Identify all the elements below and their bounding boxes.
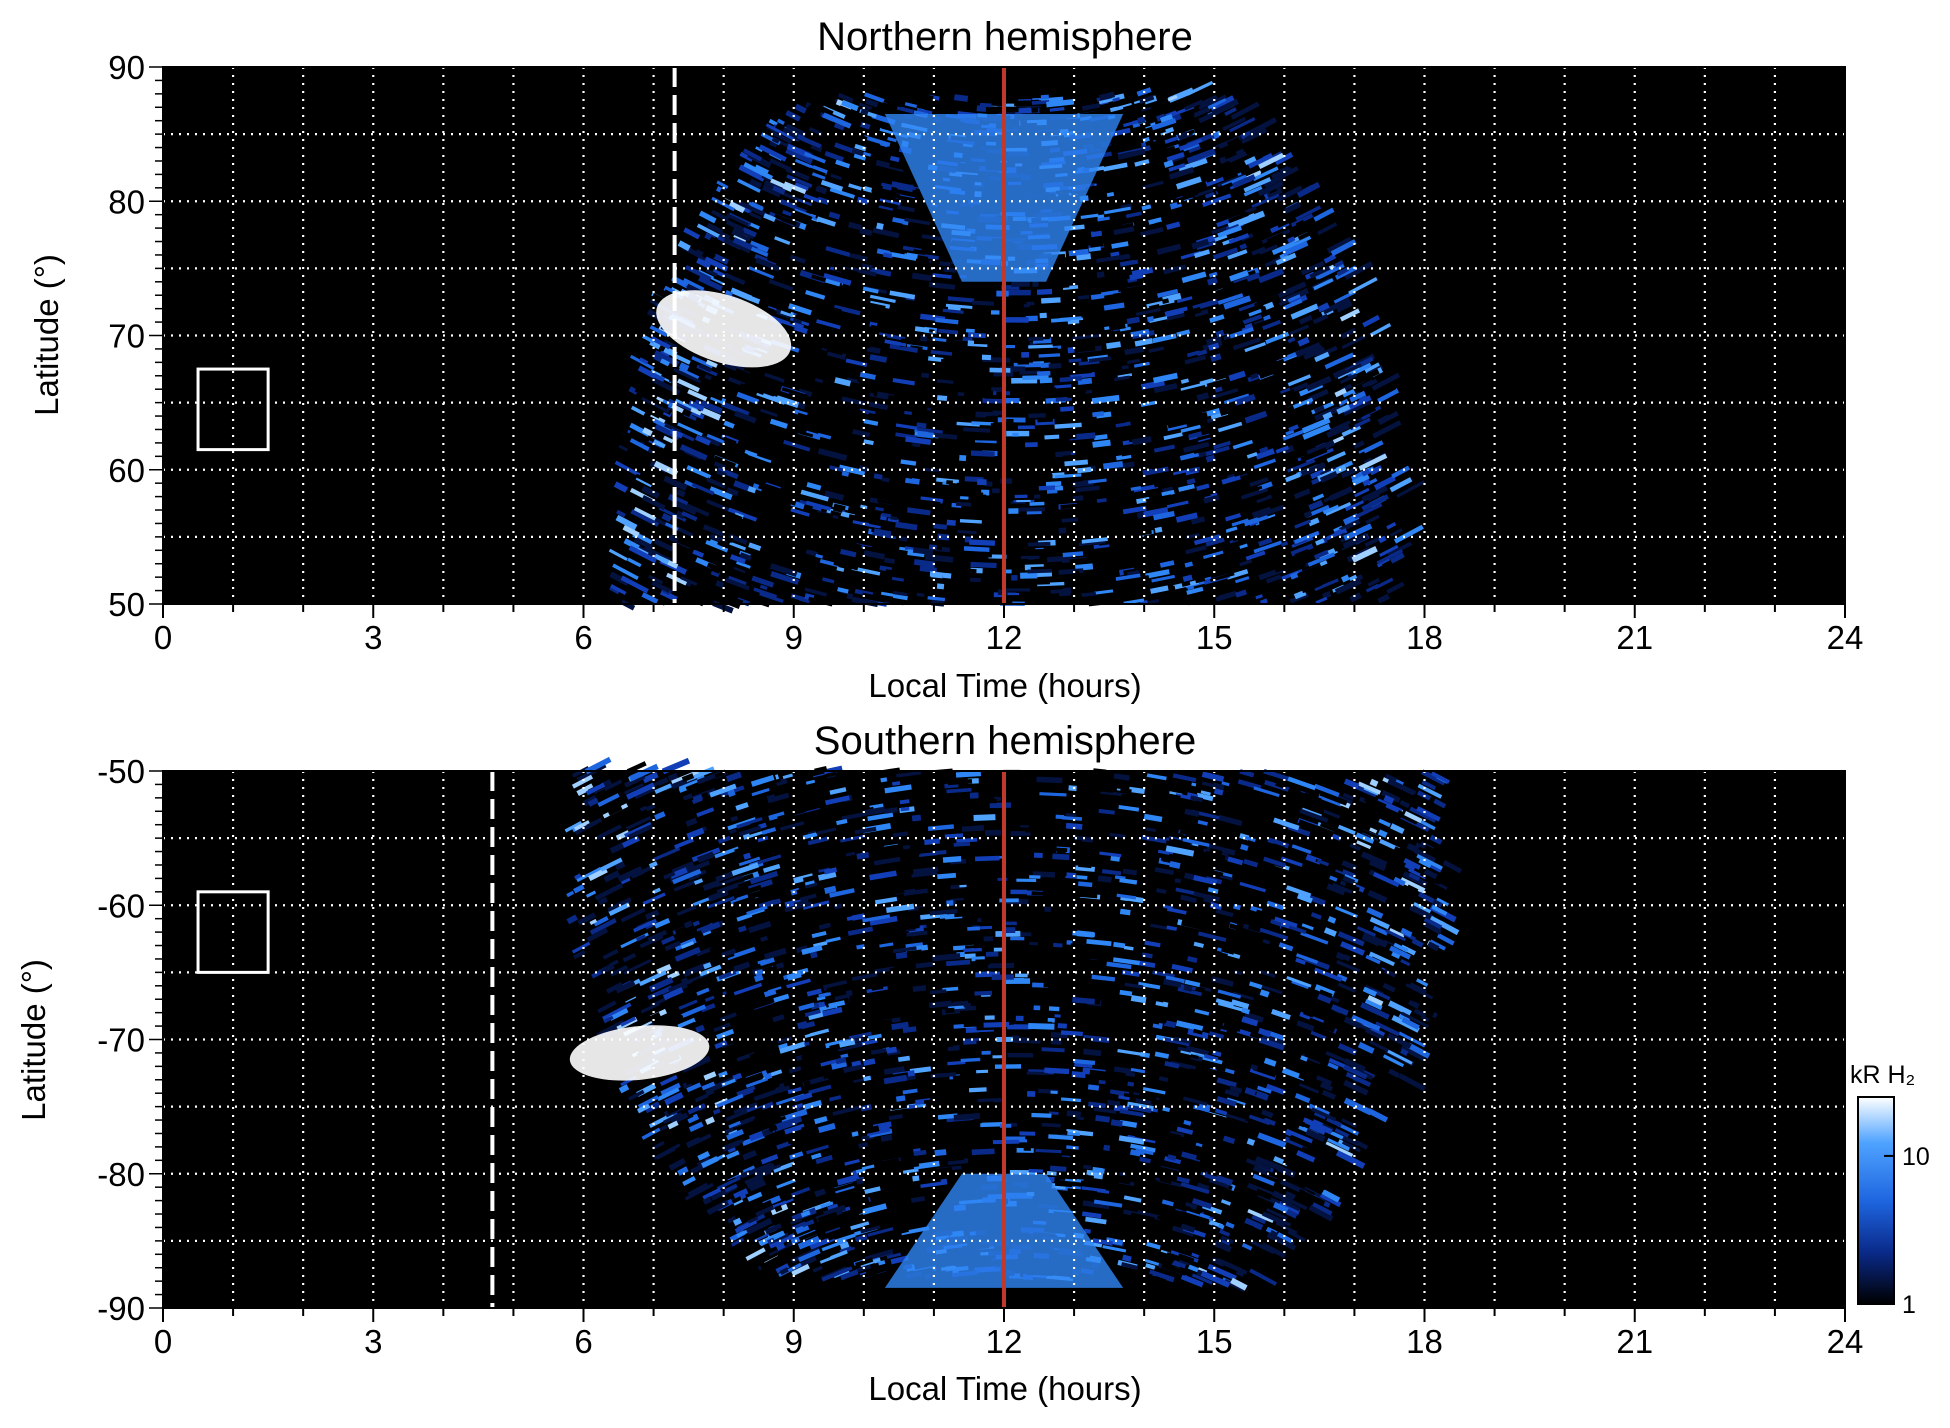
x-tick-label: 0 <box>154 619 172 656</box>
x-tick-label: 18 <box>1406 1323 1443 1360</box>
x-tick-label: 15 <box>1196 619 1233 656</box>
x-tick-label: 18 <box>1406 619 1443 656</box>
x-tick-label: 15 <box>1196 1323 1233 1360</box>
y-tick-label: -50 <box>97 753 145 790</box>
panel-south-ylabel: Latitude (°) <box>15 959 52 1121</box>
y-tick-label: -60 <box>97 887 145 924</box>
x-tick-label: 21 <box>1616 619 1653 656</box>
x-tick-label: 24 <box>1827 619 1864 656</box>
y-tick-label: 60 <box>108 452 145 489</box>
x-tick-label: 0 <box>154 1323 172 1360</box>
panel-south-title: Southern hemisphere <box>814 719 1196 763</box>
x-tick-label: 12 <box>986 619 1023 656</box>
colorbar-gradient <box>1858 1097 1894 1304</box>
x-tick-label: 21 <box>1616 1323 1653 1360</box>
y-tick-label: -80 <box>97 1156 145 1193</box>
x-tick-label: 3 <box>364 1323 382 1360</box>
y-tick-label: 90 <box>108 49 145 86</box>
y-tick-label: 80 <box>108 183 145 220</box>
colorbar-tick-label: 1 <box>1902 1291 1916 1319</box>
x-tick-label: 9 <box>785 1323 803 1360</box>
y-tick-label: 70 <box>108 318 145 355</box>
panel-north-ylabel: Latitude (°) <box>28 254 65 416</box>
x-tick-label: 12 <box>986 1323 1023 1360</box>
x-tick-label: 6 <box>574 619 592 656</box>
y-tick-label: 50 <box>108 586 145 623</box>
panel-south: Southern hemisphere 0 3 6 9 12 15 18 21 24 -50 -60… <box>15 719 1863 1407</box>
panel-south-xlabel: Local Time (hours) <box>868 1370 1141 1407</box>
colorbar-tick-label: 10 <box>1902 1143 1930 1171</box>
x-tick-label: 6 <box>574 1323 592 1360</box>
y-tick-label: -70 <box>97 1022 145 1059</box>
colorbar: kR H₂ 10 1 <box>1850 1061 1930 1319</box>
panel-north-title: Northern hemisphere <box>817 15 1193 59</box>
y-tick-label: -90 <box>97 1290 145 1327</box>
panel-north-xlabel: Local Time (hours) <box>868 667 1141 704</box>
x-tick-label: 24 <box>1827 1323 1864 1360</box>
x-tick-label: 3 <box>364 619 382 656</box>
colorbar-label: kR H₂ <box>1850 1061 1915 1089</box>
x-tick-label: 9 <box>785 619 803 656</box>
panel-north: Northern hemisphere 0 3 6 9 12 15 18 21 24 50 60 70… <box>28 15 1863 704</box>
